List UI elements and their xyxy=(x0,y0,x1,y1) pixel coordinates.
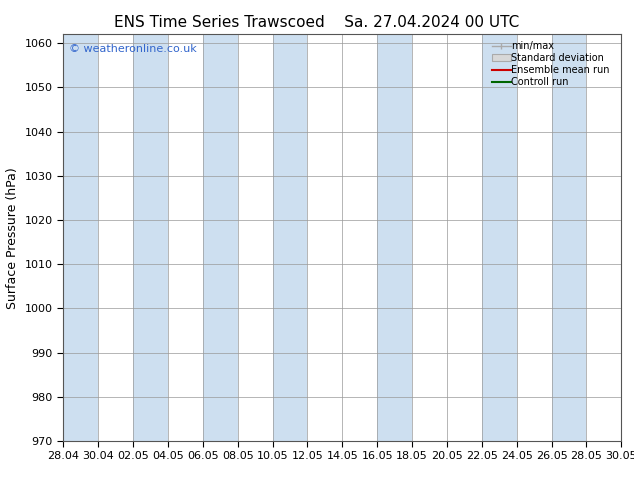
Bar xyxy=(203,34,238,441)
Legend: min/max, Standard deviation, Ensemble mean run, Controll run: min/max, Standard deviation, Ensemble me… xyxy=(488,37,618,91)
Text: ENS Time Series Trawscoed    Sa. 27.04.2024 00 UTC: ENS Time Series Trawscoed Sa. 27.04.2024… xyxy=(114,15,520,30)
Bar xyxy=(482,34,517,441)
Bar xyxy=(273,34,307,441)
Bar xyxy=(377,34,412,441)
Text: © weatheronline.co.uk: © weatheronline.co.uk xyxy=(69,45,197,54)
Y-axis label: Surface Pressure (hPa): Surface Pressure (hPa) xyxy=(6,167,19,309)
Bar xyxy=(133,34,168,441)
Bar xyxy=(552,34,586,441)
Bar xyxy=(63,34,98,441)
